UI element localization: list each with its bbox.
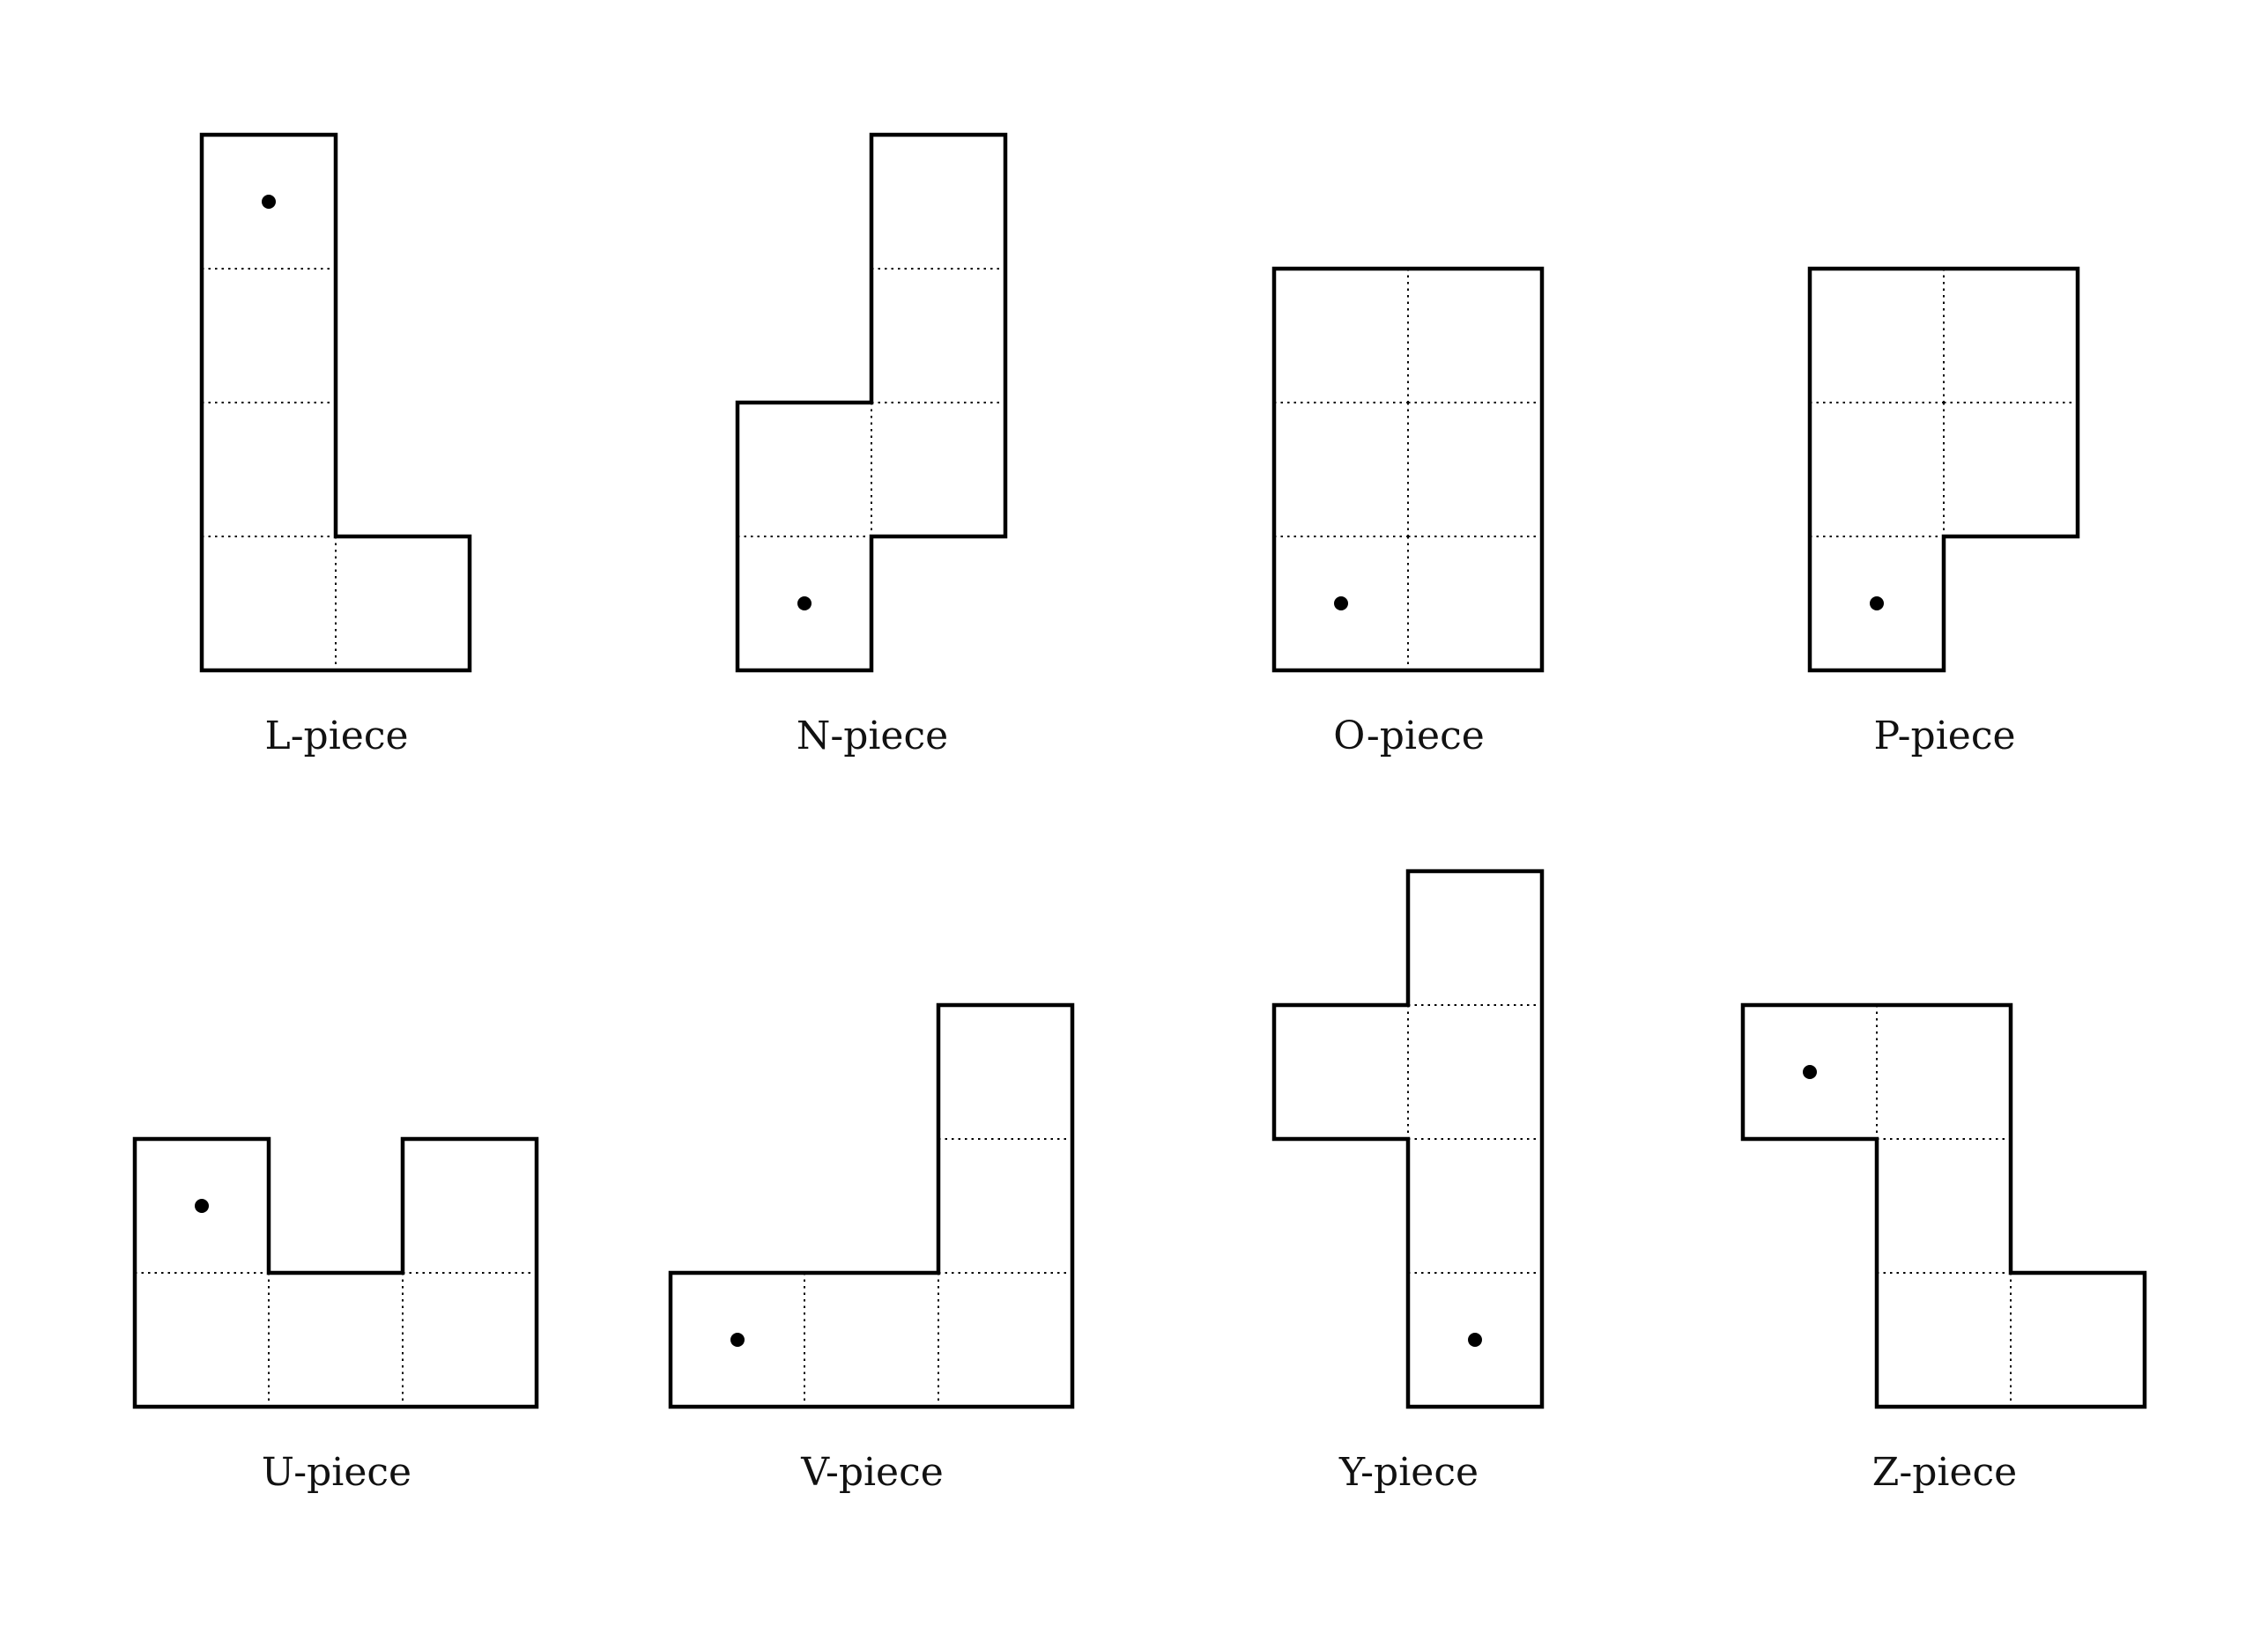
- o-piece-outline: [1271, 266, 1545, 673]
- v-piece-label: V-piece: [800, 1450, 944, 1495]
- piece-p: P-piece: [1807, 266, 2080, 758]
- p-piece-anchor-dot: [1870, 596, 1884, 610]
- piece-y: Y-piece: [1271, 869, 1545, 1495]
- u-piece-shape: [132, 1136, 539, 1409]
- v-piece-shape: [668, 1002, 1075, 1409]
- u-piece-label: U-piece: [262, 1450, 411, 1495]
- y-piece-outline: [1271, 869, 1545, 1409]
- z-piece-anchor-dot: [1803, 1065, 1817, 1079]
- piece-u: U-piece: [132, 1136, 539, 1495]
- z-piece-label: Z-piece: [1872, 1450, 2017, 1495]
- y-piece-label: Y-piece: [1338, 1450, 1479, 1495]
- y-piece-anchor-dot: [1468, 1333, 1482, 1347]
- v-piece-outline: [668, 1002, 1075, 1409]
- piece-z: Z-piece: [1740, 1002, 2147, 1495]
- piece-n: N-piece: [735, 132, 1008, 758]
- u-piece-outline: [132, 1136, 539, 1409]
- p-piece-shape: [1807, 266, 2080, 673]
- o-piece-label: O-piece: [1333, 713, 1485, 758]
- piece-l: L-piece: [199, 132, 472, 758]
- v-piece-anchor-dot: [730, 1333, 745, 1347]
- z-piece-outline: [1740, 1002, 2147, 1409]
- piece-v: V-piece: [668, 1002, 1075, 1495]
- n-piece-outline: [735, 132, 1008, 673]
- o-piece-anchor-dot: [1334, 596, 1348, 610]
- n-piece-shape: [735, 132, 1008, 673]
- o-piece-shape: [1271, 266, 1545, 673]
- l-piece-anchor-dot: [262, 195, 276, 209]
- y-piece-shape: [1271, 869, 1545, 1409]
- l-piece-shape: [199, 132, 472, 673]
- n-piece-anchor-dot: [797, 596, 812, 610]
- z-piece-shape: [1740, 1002, 2147, 1409]
- u-piece-anchor-dot: [195, 1199, 209, 1213]
- n-piece-label: N-piece: [797, 713, 948, 758]
- l-piece-label: L-piece: [264, 713, 408, 758]
- p-piece-outline: [1807, 266, 2080, 673]
- p-piece-label: P-piece: [1873, 713, 2015, 758]
- l-piece-outline: [199, 132, 472, 673]
- piece-o: O-piece: [1271, 266, 1545, 758]
